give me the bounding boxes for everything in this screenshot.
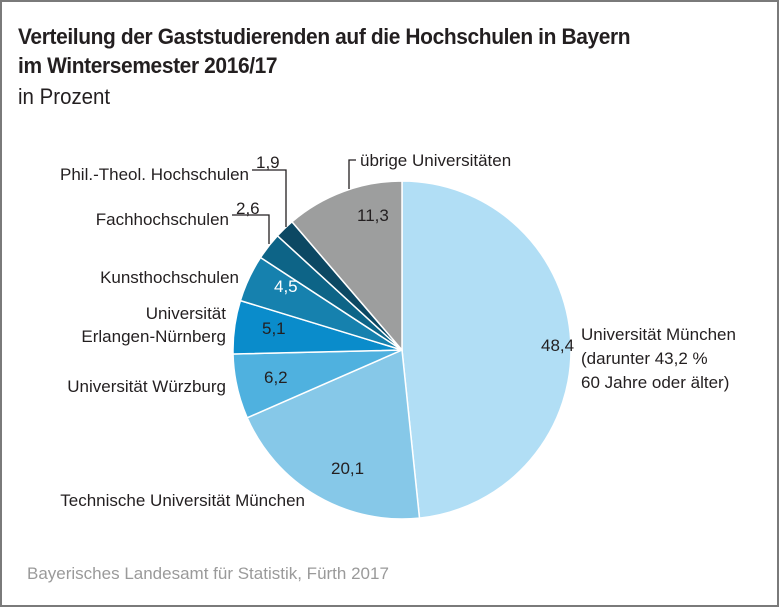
value-label-kunsthochschulen: 4,5	[274, 277, 298, 296]
value-label-uebrige-universitaeten: 11,3	[357, 206, 389, 225]
category-label-phil-theol-hochschulen: Phil.-Theol. Hochschulen	[60, 165, 249, 184]
source-note: Bayerisches Landesamt für Statistik, Für…	[27, 564, 389, 583]
chart-subtitle: in Prozent	[18, 84, 111, 109]
pie-slices	[232, 180, 572, 520]
chart-title: Verteilung der Gaststudierenden auf die …	[18, 22, 631, 80]
chart-title-line1: Verteilung der Gaststudierenden auf die …	[18, 24, 631, 49]
value-label-fachhochschulen: 2,6	[236, 199, 260, 218]
leader-lines	[232, 159, 356, 244]
value-label-universitaet-muenchen: 48,4	[541, 336, 574, 355]
value-label-universitaet-erlangen-nuernberg: 5,1	[262, 319, 286, 338]
category-label-fachhochschulen: Fachhochschulen	[96, 210, 229, 229]
category-label-technische-universitaet-muenchen: Technische Universität München	[60, 491, 305, 510]
category-label-universitaet-erlangen-nuernberg: Universität Erlangen-Nürnberg	[81, 304, 226, 346]
category-label-universitaet-muenchen: Universität München (darunter 43,2 % 60 Ja…	[581, 325, 736, 392]
category-label-uebrige-universitaeten: übrige Universitäten	[360, 151, 511, 170]
leader-line-phil-theol-hochschulen	[252, 169, 287, 227]
chart-title-line2: im Wintersemester 2016/17	[18, 53, 278, 78]
pie-slice-uebrige-universitaeten	[290, 180, 403, 353]
pie-labels: 48,4 Universität München (darunter 43,2 % 6…	[60, 151, 736, 510]
pie-slice-universitaet-muenchen	[401, 180, 572, 519]
category-label-universitaet-wuerzburg: Universität Würzburg	[67, 377, 226, 396]
pie-slice-technische-universitaet-muenchen	[246, 348, 421, 520]
value-label-phil-theol-hochschulen: 1,9	[256, 153, 280, 172]
leader-line-fachhochschulen	[232, 214, 270, 244]
value-label-technische-universitaet-muenchen: 20,1	[331, 459, 364, 478]
value-label-universitaet-wuerzburg: 6,2	[264, 368, 288, 387]
leader-line-uebrige-universitaeten	[348, 159, 356, 189]
category-label-kunsthochschulen: Kunsthochschulen	[100, 268, 239, 287]
